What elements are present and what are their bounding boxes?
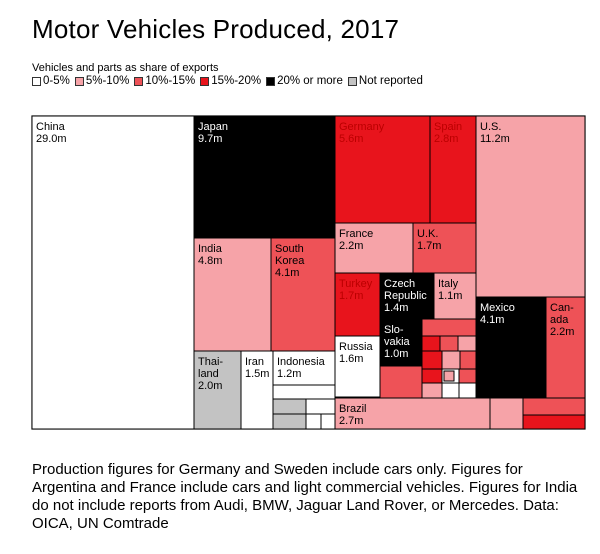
legend-label: 10%-15% <box>145 75 196 87</box>
tile-label-china: China 29.0m <box>36 121 67 145</box>
tile-small-4 <box>421 350 443 370</box>
tile-mexico <box>475 296 547 399</box>
legend-label: 0-5% <box>43 75 70 87</box>
tile-thailand <box>193 350 242 430</box>
tile-label-turkey: Turkey 1.7m <box>339 278 373 302</box>
legend-swatch <box>32 76 41 86</box>
tile-label-czech-republic: Czech Republic 1.4m <box>384 278 427 314</box>
legend-title: Vehicles and parts as share of exports <box>32 62 219 74</box>
tile-label-mexico: Mexico 4.1m <box>480 302 515 326</box>
tile-france <box>334 222 414 274</box>
tile-japan <box>193 115 336 239</box>
tile-small-12 <box>441 382 460 399</box>
tile-small-20 <box>272 413 307 430</box>
tile-small-8 <box>421 368 443 384</box>
tile-iran <box>240 350 274 430</box>
tile-small-23 <box>443 370 455 382</box>
tile-small-11 <box>421 382 443 399</box>
legend-label: Not reported <box>358 75 423 87</box>
tile-label-thailand: Thai-land 2.0m <box>198 356 223 392</box>
legend-swatch <box>134 76 144 86</box>
tile-label-slovakia: Slo-vakia 1.0m <box>384 324 411 360</box>
legend: 0-5% 5%-10% 10%-15% 15%-20% 20% or more … <box>32 75 428 87</box>
tile-label-canada: Can-ada 2.2m <box>550 302 574 338</box>
legend-swatch <box>200 76 210 86</box>
legend-label: 20% or more <box>277 75 343 87</box>
tile-czech-republic <box>379 272 435 320</box>
tile-small-19 <box>305 398 336 415</box>
tile-small-2 <box>439 335 459 352</box>
legend-item-15-20: 15%-20% <box>200 75 261 87</box>
tile-label-iran: Iran 1.5m <box>245 356 269 380</box>
tile-spain <box>429 115 477 224</box>
tile-turkey <box>334 272 381 337</box>
tile-small-13 <box>458 382 477 399</box>
tile-small-16 <box>522 414 586 430</box>
legend-item-10-15: 10%-15% <box>134 75 195 87</box>
tile-label-indonesia: Indonesia 1.2m <box>277 356 326 380</box>
tile-small-10 <box>458 368 477 384</box>
tile-small-5 <box>441 350 461 370</box>
legend-swatch <box>347 76 357 86</box>
tile-small-14 <box>489 397 524 430</box>
tile-indonesia <box>272 350 336 386</box>
tile-label-italy: Italy 1.1m <box>438 278 462 302</box>
tile-india <box>193 237 272 352</box>
tile-label-japan: Japan 9.7m <box>198 121 228 145</box>
tile-canada <box>545 296 586 399</box>
tile-label-india: India 4.8m <box>198 243 223 267</box>
legend-item-0-5: 0-5% <box>32 75 70 87</box>
legend-item-not-reported: Not reported <box>347 75 423 87</box>
tile-label-u-k-: U.K. 1.7m <box>417 228 441 252</box>
chart-title: Motor Vehicles Produced, 2017 <box>32 14 400 44</box>
tile-russia <box>334 335 381 398</box>
tile-label-germany: Germany 5.6m <box>339 121 385 145</box>
tile-small-6 <box>459 350 477 370</box>
legend-swatch <box>74 76 84 86</box>
treemap-chart: China 29.0m Japan 9.7m Germany 5.6m Spain 2.8m U… <box>31 115 586 430</box>
tile-label-spain: Spain 2.8m <box>434 121 462 145</box>
tile-small-15 <box>522 397 586 416</box>
tile-small-17 <box>272 384 336 400</box>
tile-small-0 <box>421 318 477 337</box>
tile-small-18 <box>272 398 307 415</box>
tile-germany <box>334 115 431 224</box>
tile-label-russia: Russia 1.6m <box>339 341 374 365</box>
tile-label-france: France 2.2m <box>339 228 373 252</box>
legend-item-20-plus: 20% or more <box>266 75 343 87</box>
legend-swatch <box>266 76 276 86</box>
tile-small-3 <box>457 335 477 352</box>
tile-label-u-s-: U.S. 11.2m <box>480 121 510 145</box>
tile-small-22 <box>320 413 336 430</box>
tile-china <box>31 115 195 430</box>
footnote: Production figures for Germany and Swede… <box>32 461 578 532</box>
legend-label: 15%-20% <box>211 75 262 87</box>
tile-label-brazil: Brazil 2.7m <box>339 403 367 427</box>
tile-small-1 <box>421 335 441 352</box>
tile-u-s- <box>475 115 586 298</box>
legend-item-5-10: 5%-10% <box>74 75 130 87</box>
tile-small-21 <box>305 413 322 430</box>
tile-label-south-korea: South Korea 4.1m <box>275 243 305 279</box>
legend-label: 5%-10% <box>85 75 130 87</box>
tile-small-7 <box>379 365 423 399</box>
